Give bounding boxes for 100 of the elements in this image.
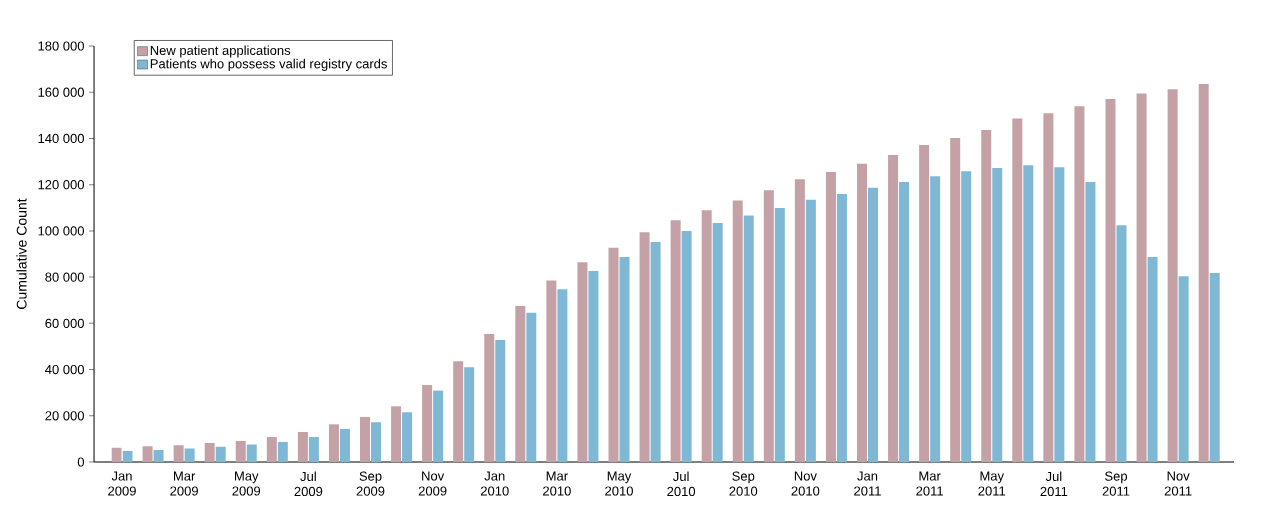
bar bbox=[1023, 165, 1034, 462]
bar bbox=[173, 445, 184, 462]
x-tick-label: Jul 2010 bbox=[667, 471, 696, 497]
bar bbox=[391, 406, 402, 462]
bar bbox=[495, 339, 506, 462]
bar bbox=[1209, 272, 1220, 462]
bar bbox=[371, 422, 381, 462]
y-tick-label: 180 000 bbox=[38, 41, 84, 51]
x-tick-label: Nov 2011 bbox=[1164, 471, 1192, 496]
x-tick-label: Jan 2010 bbox=[480, 471, 509, 496]
bar bbox=[681, 231, 692, 462]
bar bbox=[433, 390, 444, 462]
x-tick-label: Nov 2009 bbox=[418, 471, 447, 496]
bar bbox=[701, 210, 712, 462]
x-tick-label: May 2009 bbox=[232, 471, 261, 496]
bar bbox=[1116, 225, 1127, 462]
bar bbox=[1136, 93, 1147, 462]
x-tick-label: Jan 2011 bbox=[854, 471, 881, 496]
bar bbox=[153, 449, 164, 462]
bar bbox=[204, 443, 215, 462]
x-tick-label: Mar 2011 bbox=[916, 471, 943, 496]
y-tick-label: 60 000 bbox=[45, 318, 84, 328]
bar bbox=[360, 416, 370, 462]
bar bbox=[1085, 181, 1096, 462]
bar bbox=[122, 450, 133, 462]
bar bbox=[1147, 257, 1158, 462]
x-tick-label: Sep 2011 bbox=[1102, 471, 1130, 496]
bar bbox=[277, 441, 288, 462]
bar bbox=[328, 424, 339, 462]
x-tick-label: Mar 2009 bbox=[170, 471, 198, 496]
bar bbox=[794, 179, 805, 462]
bar bbox=[464, 367, 475, 462]
bar bbox=[246, 444, 257, 462]
bar bbox=[930, 176, 941, 462]
bar bbox=[1043, 113, 1054, 462]
bar bbox=[619, 257, 630, 462]
bar bbox=[981, 129, 992, 462]
bar bbox=[805, 199, 816, 462]
bar bbox=[950, 137, 961, 462]
bar bbox=[339, 428, 350, 462]
bar bbox=[857, 163, 867, 462]
y-tick-label: 20 000 bbox=[45, 411, 84, 421]
x-tick-label: Jul 2009 bbox=[294, 471, 323, 497]
bar bbox=[732, 200, 743, 462]
x-tick-label: Mar 2010 bbox=[543, 471, 571, 496]
bar bbox=[297, 431, 308, 462]
bar bbox=[1178, 276, 1189, 462]
bar bbox=[546, 280, 557, 462]
bar bbox=[1074, 106, 1085, 462]
bar bbox=[1054, 167, 1065, 462]
bar bbox=[868, 187, 878, 462]
x-tick-label: Nov 2010 bbox=[791, 471, 820, 496]
x-tick-label: May 2010 bbox=[605, 471, 633, 496]
legend-label: New patient applications bbox=[150, 45, 291, 58]
bar bbox=[557, 289, 568, 462]
bar bbox=[763, 190, 774, 462]
y-tick-label: 140 000 bbox=[38, 133, 84, 144]
bar bbox=[639, 232, 650, 462]
bar bbox=[184, 448, 195, 462]
bar bbox=[899, 181, 910, 462]
bar bbox=[484, 333, 495, 462]
bar bbox=[1105, 98, 1116, 462]
x-tick-label: Jan 2009 bbox=[108, 471, 136, 496]
bar bbox=[588, 271, 599, 462]
bar bbox=[608, 247, 619, 462]
bar bbox=[774, 208, 785, 462]
bar bbox=[650, 241, 661, 462]
bar bbox=[1198, 83, 1209, 462]
y-tick-label: 120 000 bbox=[38, 180, 84, 190]
bar bbox=[670, 220, 681, 462]
x-tick-label: Sep 2009 bbox=[356, 471, 385, 496]
x-tick-label: May 2011 bbox=[978, 471, 1006, 496]
bar bbox=[836, 193, 847, 462]
legend-label: Patients who possess valid registry cards bbox=[150, 58, 387, 71]
bar bbox=[888, 155, 899, 462]
bar bbox=[308, 437, 319, 462]
bar bbox=[526, 312, 537, 462]
bar bbox=[515, 306, 526, 462]
x-tick-label: Jul 2011 bbox=[1040, 471, 1068, 497]
y-axis-title: Cumulative Count bbox=[16, 198, 27, 309]
bar bbox=[266, 437, 277, 462]
y-tick-label: 40 000 bbox=[45, 364, 84, 375]
bar bbox=[111, 447, 122, 462]
bar bbox=[215, 446, 226, 462]
bar bbox=[142, 446, 153, 462]
y-tick-label: 100 000 bbox=[38, 226, 84, 236]
bar bbox=[453, 361, 464, 462]
bar bbox=[992, 168, 1003, 462]
y-tick-label: 0 bbox=[77, 457, 85, 467]
bar bbox=[712, 223, 723, 462]
x-tick-label: Sep 2010 bbox=[729, 471, 758, 496]
bar bbox=[825, 171, 836, 462]
bar bbox=[1012, 118, 1023, 462]
bar bbox=[422, 385, 433, 462]
bar bbox=[577, 262, 588, 462]
y-tick-label: 160 000 bbox=[38, 87, 84, 97]
bar bbox=[235, 440, 246, 462]
y-tick-label: 80 000 bbox=[45, 272, 84, 282]
bar bbox=[919, 144, 930, 462]
bar bbox=[1167, 89, 1178, 462]
